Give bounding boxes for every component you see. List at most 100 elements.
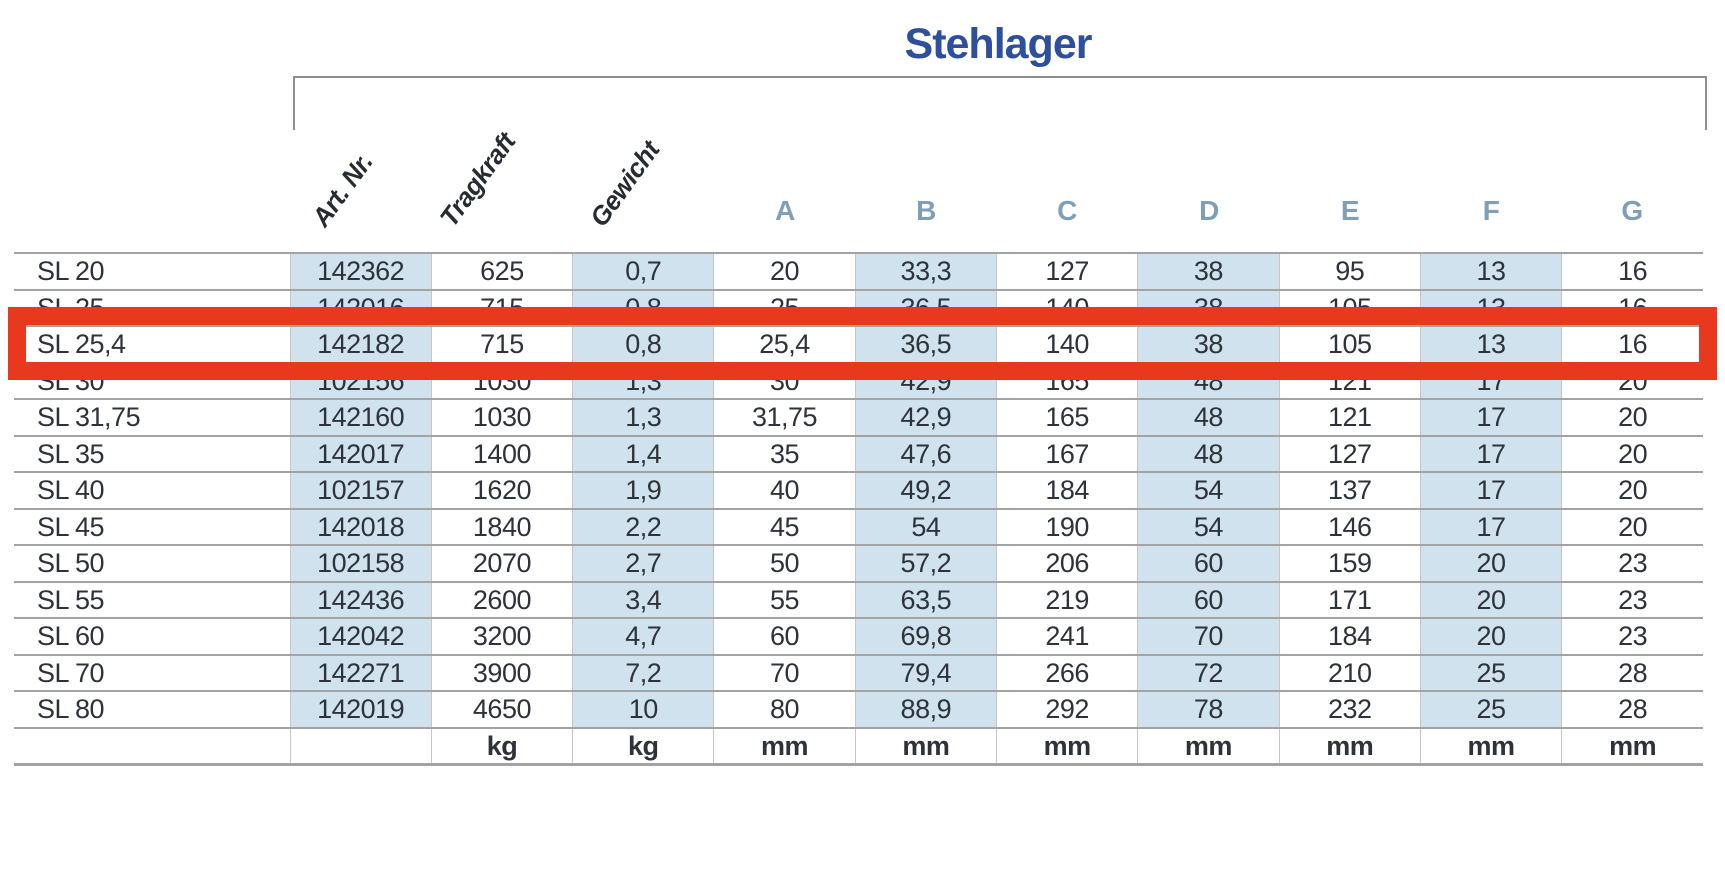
table-cell: 1030	[430, 361, 573, 399]
table-cell: 121	[1278, 361, 1421, 399]
table-cell: 54	[854, 507, 997, 545]
table-cell: 33,3	[854, 252, 997, 290]
table-cell: 2,7	[572, 544, 714, 582]
table-cell: 48	[1137, 361, 1280, 399]
table-cell: 127	[1278, 434, 1421, 472]
table-cell: 28	[1561, 690, 1703, 728]
table-cell: 17	[1419, 471, 1562, 509]
table-cell: 292	[995, 690, 1138, 728]
unit-cell: kg	[430, 726, 573, 766]
column-header-g: G	[1621, 195, 1643, 226]
table-cell: 38	[1137, 325, 1280, 363]
table-cell: 7,2	[572, 653, 714, 691]
table-cell: 42,9	[854, 361, 997, 399]
table-cell: 42,9	[854, 398, 997, 436]
row-name-cell: SL 35	[14, 434, 290, 472]
table-cell: 4650	[430, 690, 573, 728]
table-cell: 171	[1278, 580, 1421, 618]
table-cell: 57,2	[854, 544, 997, 582]
table-cell: 38	[1137, 252, 1280, 290]
table-cell: 48	[1137, 398, 1280, 436]
table-cell: 241	[995, 617, 1138, 655]
table-cell: 23	[1561, 580, 1703, 618]
table-row: SL 25,4 142182 715 0,8 25,4 36,5 140 38 …	[14, 325, 1703, 363]
table-row: SL 40 102157 1620 1,9 40 49,2 184 54 137…	[14, 471, 1703, 509]
row-name-cell: SL 55	[14, 580, 290, 618]
table-cell: 184	[995, 471, 1138, 509]
table-cell: 48	[1137, 434, 1280, 472]
table-cell: 13	[1419, 252, 1562, 290]
table-cell: 102156	[289, 361, 432, 399]
table-cell: 105	[1278, 325, 1421, 363]
rotated-header-gewicht: Gewicht	[583, 135, 666, 232]
table-cell: 146	[1278, 507, 1421, 545]
table-cell: 40	[713, 471, 856, 509]
table-cell: 140	[995, 288, 1138, 326]
rotated-header-art-nr: Art. Nr.	[305, 147, 379, 232]
table-cell: 3,4	[572, 580, 714, 618]
row-name-cell: SL 25	[14, 288, 290, 326]
row-name-cell: SL 25,4	[14, 325, 290, 363]
table-cell: 0,7	[572, 252, 714, 290]
table-cell: 23	[1561, 544, 1703, 582]
table-row: SL 70 142271 3900 7,2 70 79,4 266 72 210…	[14, 653, 1703, 691]
row-name-cell: SL 31,75	[14, 398, 290, 436]
table-cell: 142362	[289, 252, 432, 290]
table-cell: 70	[713, 653, 856, 691]
table-row: SL 20 142362 625 0,7 20 33,3 127 38 95 1…	[14, 252, 1703, 290]
table-cell: 625	[430, 252, 573, 290]
table-cell: 20	[1561, 398, 1703, 436]
table-cell: 1400	[430, 434, 573, 472]
table-cell: 210	[1278, 653, 1421, 691]
table-cell: 20	[1419, 617, 1562, 655]
table-cell: 20	[1561, 471, 1703, 509]
table-cell: 4,7	[572, 617, 714, 655]
table-cell: 95	[1278, 252, 1421, 290]
table-cell: 715	[430, 288, 573, 326]
row-name-cell: SL 45	[14, 507, 290, 545]
table-row: SL 31,75 142160 1030 1,3 31,75 42,9 165 …	[14, 398, 1703, 436]
table-cell: 190	[995, 507, 1138, 545]
table-cell: 142271	[289, 653, 432, 691]
table-cell: 16	[1561, 325, 1703, 363]
unit-cell: mm	[1278, 726, 1421, 766]
table-cell: 127	[995, 252, 1138, 290]
table-cell: 3200	[430, 617, 573, 655]
table-cell: 137	[1278, 471, 1421, 509]
table-cell: 28	[1561, 653, 1703, 691]
table-cell: 266	[995, 653, 1138, 691]
table-cell: 78	[1137, 690, 1280, 728]
table-cell: 10	[572, 690, 714, 728]
table-cell: 70	[1137, 617, 1280, 655]
table-cell: 1620	[430, 471, 573, 509]
table-row: SL 60 142042 3200 4,7 60 69,8 241 70 184…	[14, 617, 1703, 655]
page-title: Stehlager	[904, 20, 1093, 68]
column-header-f: F	[1482, 195, 1500, 226]
table-cell: 50	[713, 544, 856, 582]
table-cell: 2070	[430, 544, 573, 582]
table-row: SL 35 142017 1400 1,4 35 47,6 167 48 127…	[14, 434, 1703, 472]
unit-cell: mm	[854, 726, 997, 766]
units-row: kg kg mm mm mm mm mm mm mm	[14, 726, 1703, 766]
table-cell: 25	[713, 288, 856, 326]
table-cell: 20	[1419, 544, 1562, 582]
table-cell: 13	[1419, 325, 1562, 363]
table-cell: 20	[1561, 361, 1703, 399]
table-cell: 17	[1419, 434, 1562, 472]
table-cell: 142019	[289, 690, 432, 728]
table-cell: 206	[995, 544, 1138, 582]
rotated-header-tragkraft: Tragkraft	[433, 127, 522, 232]
table-cell: 121	[1278, 398, 1421, 436]
row-name-cell: SL 20	[14, 252, 290, 290]
table-cell: 69,8	[854, 617, 997, 655]
table-cell: 165	[995, 361, 1138, 399]
table-cell: 54	[1137, 471, 1280, 509]
unit-cell: mm	[995, 726, 1138, 766]
table-cell: 79,4	[854, 653, 997, 691]
table-cell: 35	[713, 434, 856, 472]
table-cell: 17	[1419, 507, 1562, 545]
table-cell: 36,5	[854, 288, 997, 326]
unit-cell: mm	[713, 726, 856, 766]
row-name-cell: SL 80	[14, 690, 290, 728]
